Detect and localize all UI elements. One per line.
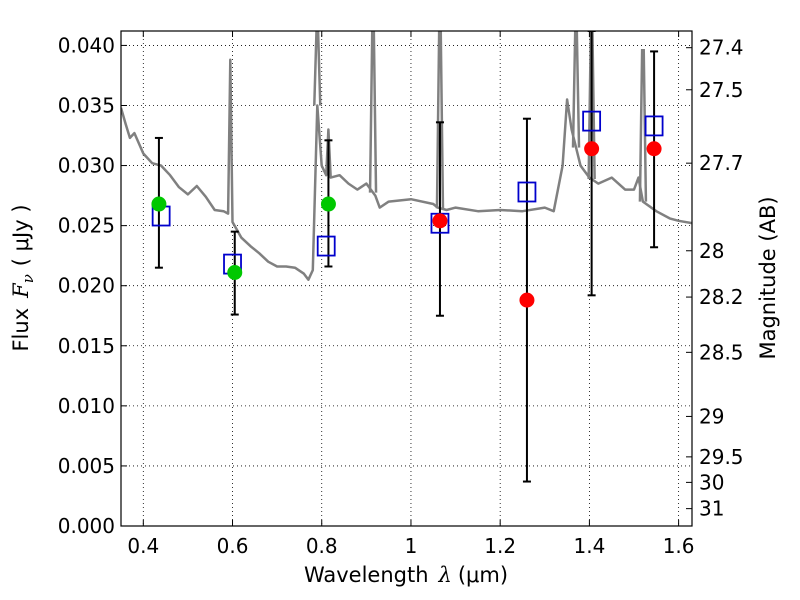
model-emission-spike: [587, 31, 596, 180]
model-emission-spike: [435, 31, 445, 209]
grid: [121, 31, 692, 527]
y-tick-label: 0.035: [58, 93, 115, 117]
y-tick-label: 0.030: [58, 154, 115, 178]
y2-tick-label: 29: [699, 404, 724, 428]
x-tick-label: 1.6: [663, 534, 695, 558]
data-layer: [121, 31, 692, 483]
y2-tick-label: 27.7: [699, 151, 744, 175]
x-axis-title-prefix: Wavelength: [304, 563, 429, 587]
y-tick-label: 0.040: [58, 33, 115, 57]
ticks: 0.4 0.6 0.8 1 1.2 1.4 1.6 0.000 0.005 0.010 0.015 0…: [58, 31, 744, 558]
model-photometry-square: [644, 115, 664, 137]
y-tick-label: 0.010: [58, 394, 115, 418]
green-data-point: [320, 196, 336, 212]
model-emission-spike: [313, 31, 322, 106]
model-emission-spike: [571, 31, 581, 148]
x-axis-title-symbol: λ: [438, 563, 452, 587]
y-tick-label: 0.005: [58, 454, 115, 478]
y-tick-label: 0.025: [58, 214, 115, 238]
x-tick-label: 0.4: [127, 534, 159, 558]
y-axis-title-symbol: F: [9, 282, 33, 299]
y2-tick-label: 30: [699, 470, 724, 494]
y-axis-title-subscript: ν: [19, 274, 37, 283]
y2-tick-label: 28.2: [699, 285, 744, 309]
model-spectrum-line: [121, 58, 692, 281]
y-tick-label: 0.000: [58, 514, 115, 538]
y2-tick-label: 27.5: [699, 78, 744, 102]
green-data-point: [227, 264, 243, 280]
y2-tick-label: 28.5: [699, 340, 744, 364]
y-tick-label: 0.020: [58, 274, 115, 298]
x-axis-title-unit: (μm): [458, 563, 508, 587]
model-photometry-square: [517, 181, 537, 203]
green-data-point: [151, 196, 167, 212]
y2-tick-label: 28: [699, 239, 724, 263]
red-data-point: [519, 292, 535, 308]
x-tick-label: 0.8: [306, 534, 338, 558]
plot-frame: [120, 30, 693, 527]
x-tick-label: 0.6: [217, 534, 249, 558]
y-tick-label: 0.015: [58, 334, 115, 358]
red-data-point: [584, 141, 600, 157]
x-axis-title: Wavelength λ (μm): [304, 563, 508, 587]
model-photometry-square: [316, 235, 336, 257]
x-tick-label: 1.2: [484, 534, 516, 558]
y2-axis-title: Magnitude (AB): [756, 196, 780, 359]
model-photometry-square: [582, 110, 602, 132]
y2-tick-label: 31: [699, 497, 724, 521]
red-data-point: [646, 141, 662, 157]
y-axis-title-unit: ( μJy ): [9, 204, 33, 266]
y2-tick-label: 27.4: [699, 36, 744, 60]
x-tick-label: 1: [405, 534, 418, 558]
x-tick-label: 1.4: [573, 534, 605, 558]
y-axis-title-prefix: Flux: [9, 308, 33, 352]
model-emission-spike: [368, 31, 378, 193]
plot-area: [121, 31, 692, 526]
y2-tick-label: 29.5: [699, 445, 744, 469]
y-axis-title: Flux Fν ( μJy ): [9, 204, 37, 351]
red-data-point: [432, 213, 448, 229]
